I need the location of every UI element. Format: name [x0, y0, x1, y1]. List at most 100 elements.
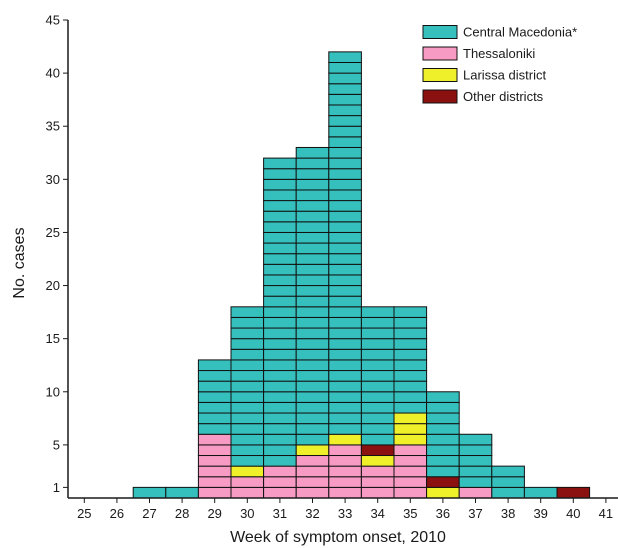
case-cell-central-macedonia [263, 391, 297, 403]
case-cell-central-macedonia [263, 348, 297, 361]
x-tick-label: 29 [207, 506, 221, 521]
case-cell-central-macedonia [263, 210, 297, 223]
case-cell-central-macedonia [328, 316, 362, 329]
case-cell-thessaloniki [230, 476, 265, 488]
case-cell-central-macedonia [328, 306, 362, 318]
legend-swatch-larissa-district [422, 68, 458, 82]
case-cell-other-districts [360, 444, 395, 457]
case-cell-central-macedonia [295, 338, 330, 350]
case-cell-thessaloniki [393, 455, 428, 467]
case-cell-central-macedonia [295, 359, 330, 372]
case-cell-central-macedonia [328, 253, 362, 265]
case-cell-thessaloniki [360, 465, 395, 478]
case-cell-central-macedonia [230, 433, 265, 446]
legend-label-other-districts: Other districts [463, 89, 544, 104]
case-cell-central-macedonia [458, 433, 493, 446]
case-cell-central-macedonia [295, 178, 330, 191]
y-tick-label: 40 [46, 66, 60, 81]
y-axis-title: No. cases [11, 227, 28, 298]
case-cell-central-macedonia [230, 380, 265, 393]
case-cell-central-macedonia [360, 370, 395, 382]
case-cell-central-macedonia [263, 327, 297, 340]
case-cell-central-macedonia [263, 231, 297, 244]
case-cell-central-macedonia [360, 401, 395, 414]
case-cell-central-macedonia [360, 316, 395, 329]
case-cell-central-macedonia [295, 306, 330, 318]
case-cell-central-macedonia [328, 242, 362, 255]
case-cell-central-macedonia [230, 338, 265, 350]
case-cell-central-macedonia [197, 370, 232, 382]
case-cell-central-macedonia [295, 253, 330, 265]
case-cell-larissa-district [393, 412, 428, 425]
case-cell-central-macedonia [328, 231, 362, 244]
case-cell-central-macedonia [197, 380, 232, 393]
case-cell-central-macedonia [230, 327, 265, 340]
case-cell-larissa-district [230, 465, 265, 478]
case-cell-larissa-district [295, 444, 330, 457]
case-cell-thessaloniki [295, 486, 330, 499]
x-tick-label: 32 [305, 506, 319, 521]
case-cell-thessaloniki [263, 465, 297, 478]
case-cell-central-macedonia [328, 295, 362, 308]
case-cell-thessaloniki [295, 455, 330, 467]
case-cell-thessaloniki [295, 465, 330, 478]
case-cell-central-macedonia [426, 465, 460, 478]
case-cell-thessaloniki [328, 486, 362, 499]
case-cell-central-macedonia [393, 380, 428, 393]
case-cell-central-macedonia [295, 210, 330, 223]
case-cell-central-macedonia [295, 221, 330, 233]
case-cell-central-macedonia [328, 146, 362, 159]
case-cell-thessaloniki [328, 444, 362, 457]
case-cell-central-macedonia [426, 391, 460, 403]
case-cell-central-macedonia [328, 359, 362, 372]
case-cell-central-macedonia [360, 412, 395, 425]
case-cell-central-macedonia [360, 306, 395, 318]
y-tick-label: 5 [53, 437, 60, 452]
case-cell-larissa-district [360, 455, 395, 467]
case-cell-central-macedonia [295, 401, 330, 414]
case-cell-central-macedonia [328, 83, 362, 95]
x-tick-label: 36 [436, 506, 450, 521]
case-cell-central-macedonia [263, 295, 297, 308]
case-cell-central-macedonia [458, 444, 493, 457]
case-cell-central-macedonia [230, 401, 265, 414]
x-tick-label: 38 [501, 506, 515, 521]
x-tick-label: 30 [240, 506, 254, 521]
case-cell-central-macedonia [328, 348, 362, 361]
case-cell-central-macedonia [328, 210, 362, 223]
case-cell-thessaloniki [263, 476, 297, 488]
x-tick-label: 41 [599, 506, 613, 521]
case-cell-central-macedonia [263, 157, 297, 170]
case-cell-other-districts [556, 486, 591, 499]
case-cell-thessaloniki [197, 455, 232, 467]
case-cell-central-macedonia [263, 401, 297, 414]
case-cell-central-macedonia [328, 93, 362, 106]
case-cell-central-macedonia [263, 370, 297, 382]
case-cell-thessaloniki [360, 476, 395, 488]
case-cell-central-macedonia [360, 391, 395, 403]
case-cell-central-macedonia [328, 200, 362, 212]
case-cell-central-macedonia [230, 348, 265, 361]
case-cell-central-macedonia [426, 455, 460, 467]
case-cell-other-districts [426, 476, 460, 488]
case-cell-central-macedonia [295, 348, 330, 361]
case-cell-thessaloniki [197, 433, 232, 446]
case-cell-central-macedonia [360, 423, 395, 435]
case-cell-central-macedonia [426, 412, 460, 425]
case-cell-central-macedonia [393, 370, 428, 382]
case-cell-central-macedonia [263, 380, 297, 393]
case-cell-central-macedonia [426, 423, 460, 435]
case-cell-thessaloniki [458, 486, 493, 499]
x-tick-label: 40 [566, 506, 580, 521]
case-cell-thessaloniki [197, 444, 232, 457]
x-tick-label: 27 [142, 506, 156, 521]
case-cell-central-macedonia [328, 285, 362, 297]
case-cell-central-macedonia [263, 274, 297, 287]
case-cell-central-macedonia [393, 348, 428, 361]
case-cell-central-macedonia [360, 338, 395, 350]
case-cell-central-macedonia [132, 486, 167, 499]
case-cell-central-macedonia [263, 423, 297, 435]
case-cell-central-macedonia [263, 242, 297, 255]
case-cell-central-macedonia [295, 423, 330, 435]
y-tick-label: 10 [46, 384, 60, 399]
